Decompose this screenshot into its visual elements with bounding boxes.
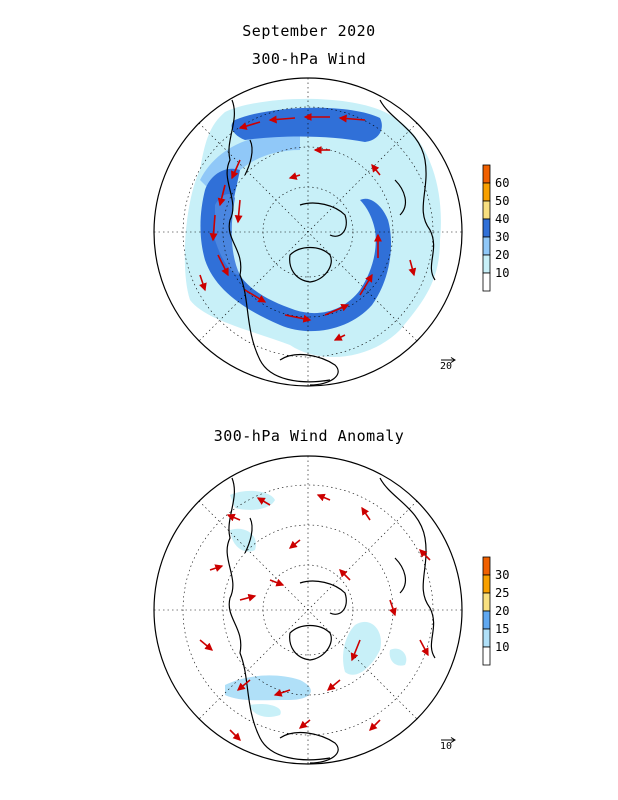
top-reference-vector: 20 [440, 357, 456, 372]
top-colorbar-label: 30 [495, 230, 509, 244]
top-colorbar-swatch [482, 200, 491, 220]
bottom-map-title: 300-hPa Wind Anomaly [213, 427, 405, 445]
bottom-map-boundary [153, 455, 463, 765]
top-colorbar-label: 20 [495, 248, 509, 262]
top-coastlines [226, 99, 436, 386]
bottom-reference-label: 10 [440, 741, 452, 752]
bottom-graticule [154, 456, 462, 764]
bottom-colorbar-swatch [482, 610, 491, 630]
top-colorbar-label: 60 [495, 176, 509, 190]
top-colorbar: 60 50 40 30 20 10 [482, 164, 509, 292]
bottom-wind-vectors [199, 493, 431, 741]
top-reference-label: 20 [440, 361, 452, 372]
top-colorbar-swatch [482, 236, 491, 256]
top-map-boundary [153, 77, 463, 387]
top-colorbar-swatch [482, 164, 491, 184]
bottom-colorbar-label: 30 [495, 568, 509, 582]
top-colorbar-swatch [482, 272, 491, 292]
bottom-colorbar-swatch [482, 592, 491, 612]
bottom-colorbar: 30 25 20 15 10 [482, 556, 509, 666]
top-colorbar-swatch [482, 218, 491, 238]
bottom-colorbar-label: 20 [495, 604, 509, 618]
bottom-colorbar-label: 10 [495, 640, 509, 654]
bottom-colorbar-swatch [482, 628, 491, 648]
top-colorbar-label: 10 [495, 266, 509, 280]
top-polar-map [153, 77, 463, 387]
bottom-colorbar-label: 25 [495, 586, 509, 600]
bottom-reference-vector: 10 [440, 737, 456, 752]
top-colorbar-label: 50 [495, 194, 509, 208]
top-colorbar-swatch [482, 182, 491, 202]
top-colorbar-label: 40 [495, 212, 509, 226]
bottom-colorbar-swatch [482, 574, 491, 594]
bottom-coastlines [226, 477, 436, 764]
top-graticule [154, 78, 462, 386]
map-title: September 2020 [242, 22, 376, 40]
top-map-subtitle: 300-hPa Wind [251, 50, 367, 68]
top-colorbar-swatch [482, 254, 491, 274]
bottom-polar-map [153, 455, 463, 765]
bottom-colorbar-label: 15 [495, 622, 509, 636]
bottom-colorbar-swatch [482, 646, 491, 666]
bottom-colorbar-swatch [482, 556, 491, 576]
top-wind-vectors [199, 113, 417, 341]
